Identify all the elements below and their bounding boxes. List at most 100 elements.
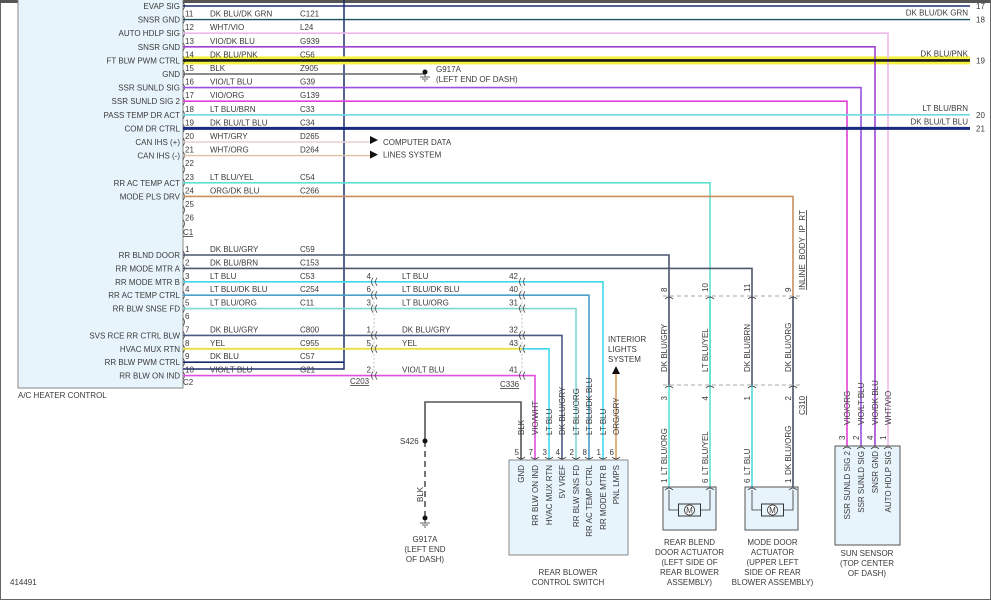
ground-location: (LEFT END OF DASH) — [436, 75, 518, 84]
switch-pin-number: 5 — [515, 448, 520, 457]
wire-color-label: ORG/DK BLU — [210, 186, 260, 195]
switch-wire-label: LT BLU — [545, 408, 554, 435]
splice-name: S426 — [400, 437, 419, 446]
inline-body-label: INLINE_BODY_IP_RT — [798, 210, 807, 290]
sun-sensor-pin: 2 — [852, 435, 861, 440]
computer-data-label: COMPUTER DATA — [383, 138, 452, 147]
right-edge-reference: 21 — [976, 124, 985, 133]
c336-pin: 31 — [509, 299, 518, 308]
sun-sensor-box — [834, 445, 901, 546]
sun-sensor-pin-function: SSR SUNLD SIG — [857, 451, 866, 513]
pin-number: 22 — [185, 159, 194, 168]
c336-pin: 42 — [509, 272, 518, 281]
switch-pin-function: RR MODE MTR B — [599, 465, 608, 530]
arrow-icon — [370, 150, 378, 159]
circuit-label: C11 — [300, 299, 315, 308]
connector-pin-icon — [598, 456, 608, 460]
pin-number: 7 — [185, 325, 190, 334]
inline-connector-icon — [519, 290, 526, 300]
inline-connector-icon — [371, 277, 378, 287]
figure-number: 414491 — [10, 578, 37, 587]
c203-label: C203 — [350, 377, 370, 386]
wire-color-label: LT BLU/YEL — [210, 173, 254, 182]
pin-number: 11 — [185, 10, 194, 19]
wire-color-label: WHT/ORG — [210, 146, 249, 155]
connector-pin-icon — [544, 456, 554, 460]
actuator-pin: 6 — [743, 478, 752, 483]
c336-pin: 41 — [509, 366, 518, 375]
arrow-icon — [612, 366, 620, 374]
actuator-lead — [668, 490, 679, 511]
wire-mode-pls-drv — [183, 195, 794, 296]
switch-pin-function: RR BLW ON IND — [531, 465, 540, 526]
pin-number: 17 — [185, 91, 194, 100]
wire-rr-ac-temp-ctrl — [183, 294, 590, 460]
wire-rr-mode-mtr-a — [183, 267, 753, 385]
wire-color-label: DK BLU/DK GRN — [210, 10, 272, 19]
wire-color-label: DK BLU/BRN — [210, 258, 258, 267]
switch-title: REAR BLOWER — [538, 568, 597, 577]
c203-pin: 3 — [367, 299, 372, 308]
sun-sensor-wire-label: WHT/VIO — [884, 391, 893, 425]
wire-hvac-mux-rtn-lt-blu — [522, 347, 550, 460]
circuit-label: C266 — [300, 186, 320, 195]
c203-pin: 5 — [367, 339, 372, 348]
switch-wire-label: DK BLU/GRY — [558, 386, 567, 435]
inline-wire-label: LT BLU — [402, 272, 429, 281]
c310-wire-label: LT BLU/YEL — [701, 431, 710, 475]
connector-pin-icon — [747, 487, 757, 491]
circuit-label: C59 — [300, 245, 315, 254]
interior-lights-label-3: SYSTEM — [608, 355, 641, 364]
top-bar — [0, 0, 991, 3]
circuit-label: C33 — [300, 105, 315, 114]
switch-wire-label: LT BLU/ORG — [572, 388, 581, 435]
motor-icon — [767, 504, 778, 516]
switch-wire-label: BLK — [517, 419, 526, 435]
inline-connector-icon — [519, 344, 526, 354]
sun-sensor-name: SUN SENSOR — [841, 549, 894, 558]
rear-blend-actuator-name: ASSEMBLY) — [667, 578, 713, 587]
c310-wire-label: DK BLU/BRN — [743, 324, 752, 372]
wire-blk-gnd — [424, 401, 522, 460]
inner-circuit-outline — [183, 0, 345, 370]
pin-number: 13 — [185, 37, 194, 46]
connector-pin-icon — [182, 219, 185, 228]
connector-pin-icon — [611, 456, 621, 460]
splice-wire-label: BLK — [416, 486, 425, 502]
mode-door-actuator-name: (UPPER LEFT — [746, 558, 798, 567]
circuit-label: C34 — [300, 118, 315, 127]
pin-number: 14 — [185, 50, 194, 59]
pin-number: 16 — [185, 78, 194, 87]
rear-blend-actuator-name: REAR BLOWER — [660, 568, 719, 577]
c336-pin: 43 — [509, 339, 518, 348]
pin-function-label: COM DR CTRL — [124, 124, 180, 133]
circuit-label: G21 — [300, 366, 316, 375]
inline-connector-icon — [519, 331, 526, 340]
switch-wire-label: VIO/WHT — [531, 401, 540, 435]
circuit-label: C955 — [300, 339, 320, 348]
switch-pin-number: 4 — [556, 448, 561, 457]
pin-function-label: AUTO HDLP SIG — [119, 29, 181, 38]
motor-icon — [684, 504, 695, 516]
heater-control-name: A/C HEATER CONTROL — [18, 391, 107, 400]
circuit-label: G139 — [300, 91, 320, 100]
c310-wire-label: DK BLU/ORG — [784, 426, 793, 475]
pin-number: 25 — [185, 200, 194, 209]
pin-number: 15 — [185, 64, 194, 73]
actuator-lead — [783, 490, 794, 511]
pin-number: 21 — [185, 146, 194, 155]
sun-sensor-wire-label: VIO/ORG — [843, 391, 852, 425]
pin-function-label: MODE PLS DRV — [120, 192, 181, 201]
motor-label: M — [769, 506, 776, 515]
ground-bottom-name: G917A — [413, 535, 439, 544]
wire-color-label: DK BLU/LT BLU — [210, 118, 268, 127]
rear-blower-switch-box — [508, 459, 629, 556]
pin-function-label: RR AC TEMP ACT — [114, 179, 181, 188]
wire-color-label: LT BLU/BRN — [210, 105, 256, 114]
circuit-label: C800 — [300, 325, 320, 334]
mode-door-actuator-name: ACTUATOR — [751, 548, 794, 557]
wire-color-label: DK BLU/GRY — [210, 245, 259, 254]
sun-sensor-pin: 1 — [879, 435, 888, 440]
circuit-label: C153 — [300, 258, 320, 267]
switch-pin-number: 1 — [597, 448, 602, 457]
